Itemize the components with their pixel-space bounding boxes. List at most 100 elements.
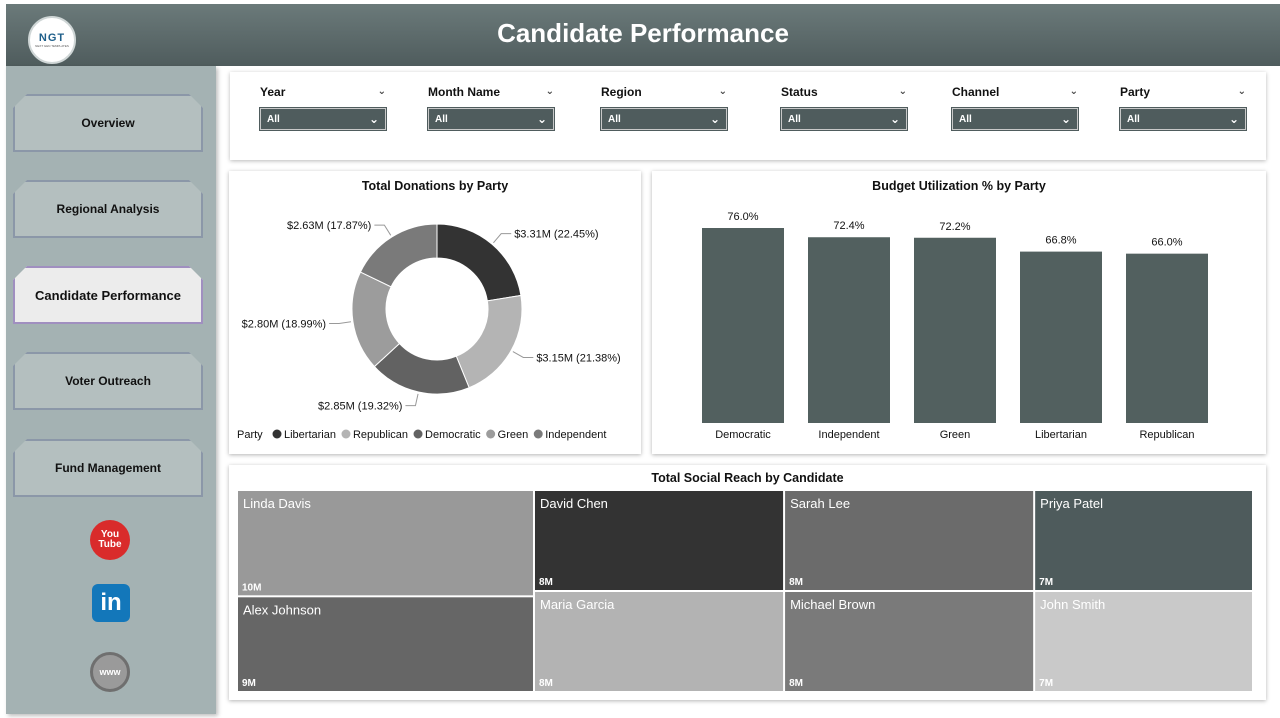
treemap-tile-linda-davis[interactable] <box>238 491 533 596</box>
year-dropdown[interactable]: All ⌄ <box>259 107 387 131</box>
budget-bar-chart: 76.0% Democratic 72.4% Independent 72.2% Gree… <box>702 211 1208 441</box>
party-dropdown[interactable]: All ⌄ <box>1119 107 1247 131</box>
bar-green[interactable] <box>914 237 996 423</box>
donut-data-label: $2.63M (17.87%) <box>287 220 371 232</box>
treemap-tile-value: 9M <box>242 678 256 689</box>
treemap-tile-david-chen[interactable] <box>534 491 784 590</box>
treemap-tile-value: 8M <box>789 577 803 588</box>
legend-item-democratic[interactable]: Democratic <box>425 429 481 441</box>
nav-candidate-performance-button[interactable]: Candidate Performance <box>13 266 203 324</box>
youtube-icon[interactable]: You Tube <box>90 520 130 560</box>
treemap-tile-value: 8M <box>789 678 803 689</box>
bar-category-label: Libertarian <box>1035 429 1087 441</box>
filter-month-name: Month Name ⌄ All ⌄ <box>427 82 556 131</box>
donut-leader-line <box>329 321 352 325</box>
bar-category-label: Independent <box>818 429 879 441</box>
donations-chart-panel: Total Donations by Party $3.31M (22.45%)… <box>229 171 641 454</box>
status-dropdown-value: All <box>788 114 801 125</box>
treemap-tile-john-smith[interactable] <box>1035 592 1252 691</box>
treemap-tile-name: David Chen <box>540 496 608 511</box>
legend-item-independent[interactable]: Independent <box>545 429 606 441</box>
month-name-dropdown-value: All <box>435 114 448 125</box>
donut-leader-line <box>493 233 512 244</box>
treemap-tile-michael-brown[interactable] <box>785 592 1034 691</box>
filter-month-name-label: Month Name <box>428 85 500 99</box>
donut-data-label: $3.31M (22.45%) <box>514 229 598 241</box>
chevron-down-icon[interactable]: ⌄ <box>377 86 386 97</box>
treemap-tile-priya-patel[interactable] <box>1035 491 1252 590</box>
nav-voter-outreach-button[interactable]: Voter Outreach <box>13 352 203 410</box>
donut-leader-line <box>512 351 534 358</box>
year-dropdown-value: All <box>267 114 280 125</box>
bar-independent[interactable] <box>808 237 890 423</box>
channel-dropdown[interactable]: All ⌄ <box>951 107 1079 131</box>
chevron-down-icon[interactable]: ⌄ <box>545 86 554 97</box>
bar-republican[interactable] <box>1126 253 1208 423</box>
chevron-down-icon: ⌄ <box>1060 112 1071 126</box>
month-name-dropdown[interactable]: All ⌄ <box>427 107 555 131</box>
globe-icon[interactable]: www <box>90 652 130 692</box>
chevron-down-icon: ⌄ <box>536 112 547 126</box>
chevron-down-icon[interactable]: ⌄ <box>1237 86 1246 97</box>
bar-value-label: 66.8% <box>1045 235 1076 247</box>
social-reach-treemap: Linda Davis 10M Alex Johnson 9M David Chen 8M… <box>238 491 1252 691</box>
treemap-tile-name: John Smith <box>1040 597 1105 612</box>
filter-party-label: Party <box>1120 85 1151 99</box>
chevron-down-icon[interactable]: ⌄ <box>718 86 727 97</box>
status-dropdown[interactable]: All ⌄ <box>780 107 908 131</box>
bar-value-label: 76.0% <box>727 211 758 223</box>
sidebar: Overview Regional Analysis Candidate Per… <box>6 66 216 714</box>
chevron-down-icon[interactable]: ⌄ <box>898 86 907 97</box>
page-title: Candidate Performance <box>497 18 789 48</box>
linkedin-icon[interactable]: in <box>92 584 130 622</box>
filter-region: Region ⌄ All ⌄ <box>600 82 729 131</box>
treemap-tile-value: 8M <box>539 577 553 588</box>
treemap-tile-name: Maria Garcia <box>540 597 615 612</box>
filter-status-label: Status <box>781 85 818 99</box>
chevron-down-icon: ⌄ <box>368 112 379 126</box>
treemap-tile-alex-johnson[interactable] <box>238 597 533 691</box>
legend-swatch-republican <box>341 429 351 439</box>
treemap-tile-name: Linda Davis <box>243 496 311 511</box>
nav-fund-management-button[interactable]: Fund Management <box>13 439 203 497</box>
youtube-icon-line1: You <box>100 529 120 540</box>
logo-subtext: NEXT GEN TEMPLATES <box>35 44 69 48</box>
nav-regional-analysis-button[interactable]: Regional Analysis <box>13 180 203 238</box>
donut-slice-libertarian[interactable] <box>436 223 522 302</box>
filter-bar: Year ⌄ All ⌄ Month Name ⌄ All ⌄ Region ⌄ All ⌄… <box>230 72 1266 160</box>
donut-leader-line <box>374 224 392 236</box>
bar-libertarian[interactable] <box>1020 251 1102 423</box>
filter-year: Year ⌄ All ⌄ <box>259 82 388 131</box>
donut-slice-independent[interactable] <box>359 223 438 288</box>
channel-dropdown-value: All <box>959 114 972 125</box>
region-dropdown[interactable]: All ⌄ <box>600 107 728 131</box>
treemap-tile-value: 10M <box>242 582 261 593</box>
chevron-down-icon: ⌄ <box>889 112 900 126</box>
region-dropdown-value: All <box>608 114 621 125</box>
legend-swatch-libertarian <box>272 429 282 439</box>
legend-item-libertarian[interactable]: Libertarian <box>284 429 336 441</box>
youtube-icon-line2: Tube <box>98 539 122 550</box>
chevron-down-icon: ⌄ <box>1228 112 1239 126</box>
logo-text: NGT <box>38 32 66 44</box>
filter-year-label: Year <box>260 85 286 99</box>
legend-item-green[interactable]: Green <box>498 429 529 441</box>
donations-chart-title: Total Donations by Party <box>361 179 509 193</box>
chevron-down-icon[interactable]: ⌄ <box>1069 86 1078 97</box>
treemap-tile-name: Priya Patel <box>1040 496 1103 511</box>
treemap-tile-name: Alex Johnson <box>243 602 321 617</box>
filter-region-label: Region <box>601 85 642 99</box>
budget-chart-panel: Budget Utilization % by Party 76.0% Democ… <box>652 171 1266 454</box>
bar-value-label: 72.4% <box>833 220 864 232</box>
legend-item-republican[interactable]: Republican <box>353 429 408 441</box>
social-reach-title: Total Social Reach by Candidate <box>651 471 844 485</box>
filter-status: Status ⌄ All ⌄ <box>780 82 909 131</box>
bar-value-label: 66.0% <box>1151 237 1182 249</box>
filter-party: Party ⌄ All ⌄ <box>1119 82 1248 131</box>
treemap-tile-sarah-lee[interactable] <box>785 491 1034 590</box>
treemap-tile-maria-garcia[interactable] <box>534 592 784 691</box>
nav-overview-button[interactable]: Overview <box>13 94 203 152</box>
donut-slice-republican[interactable] <box>455 294 523 389</box>
bar-democratic[interactable] <box>702 228 784 423</box>
treemap-tile-value: 7M <box>1039 678 1053 689</box>
